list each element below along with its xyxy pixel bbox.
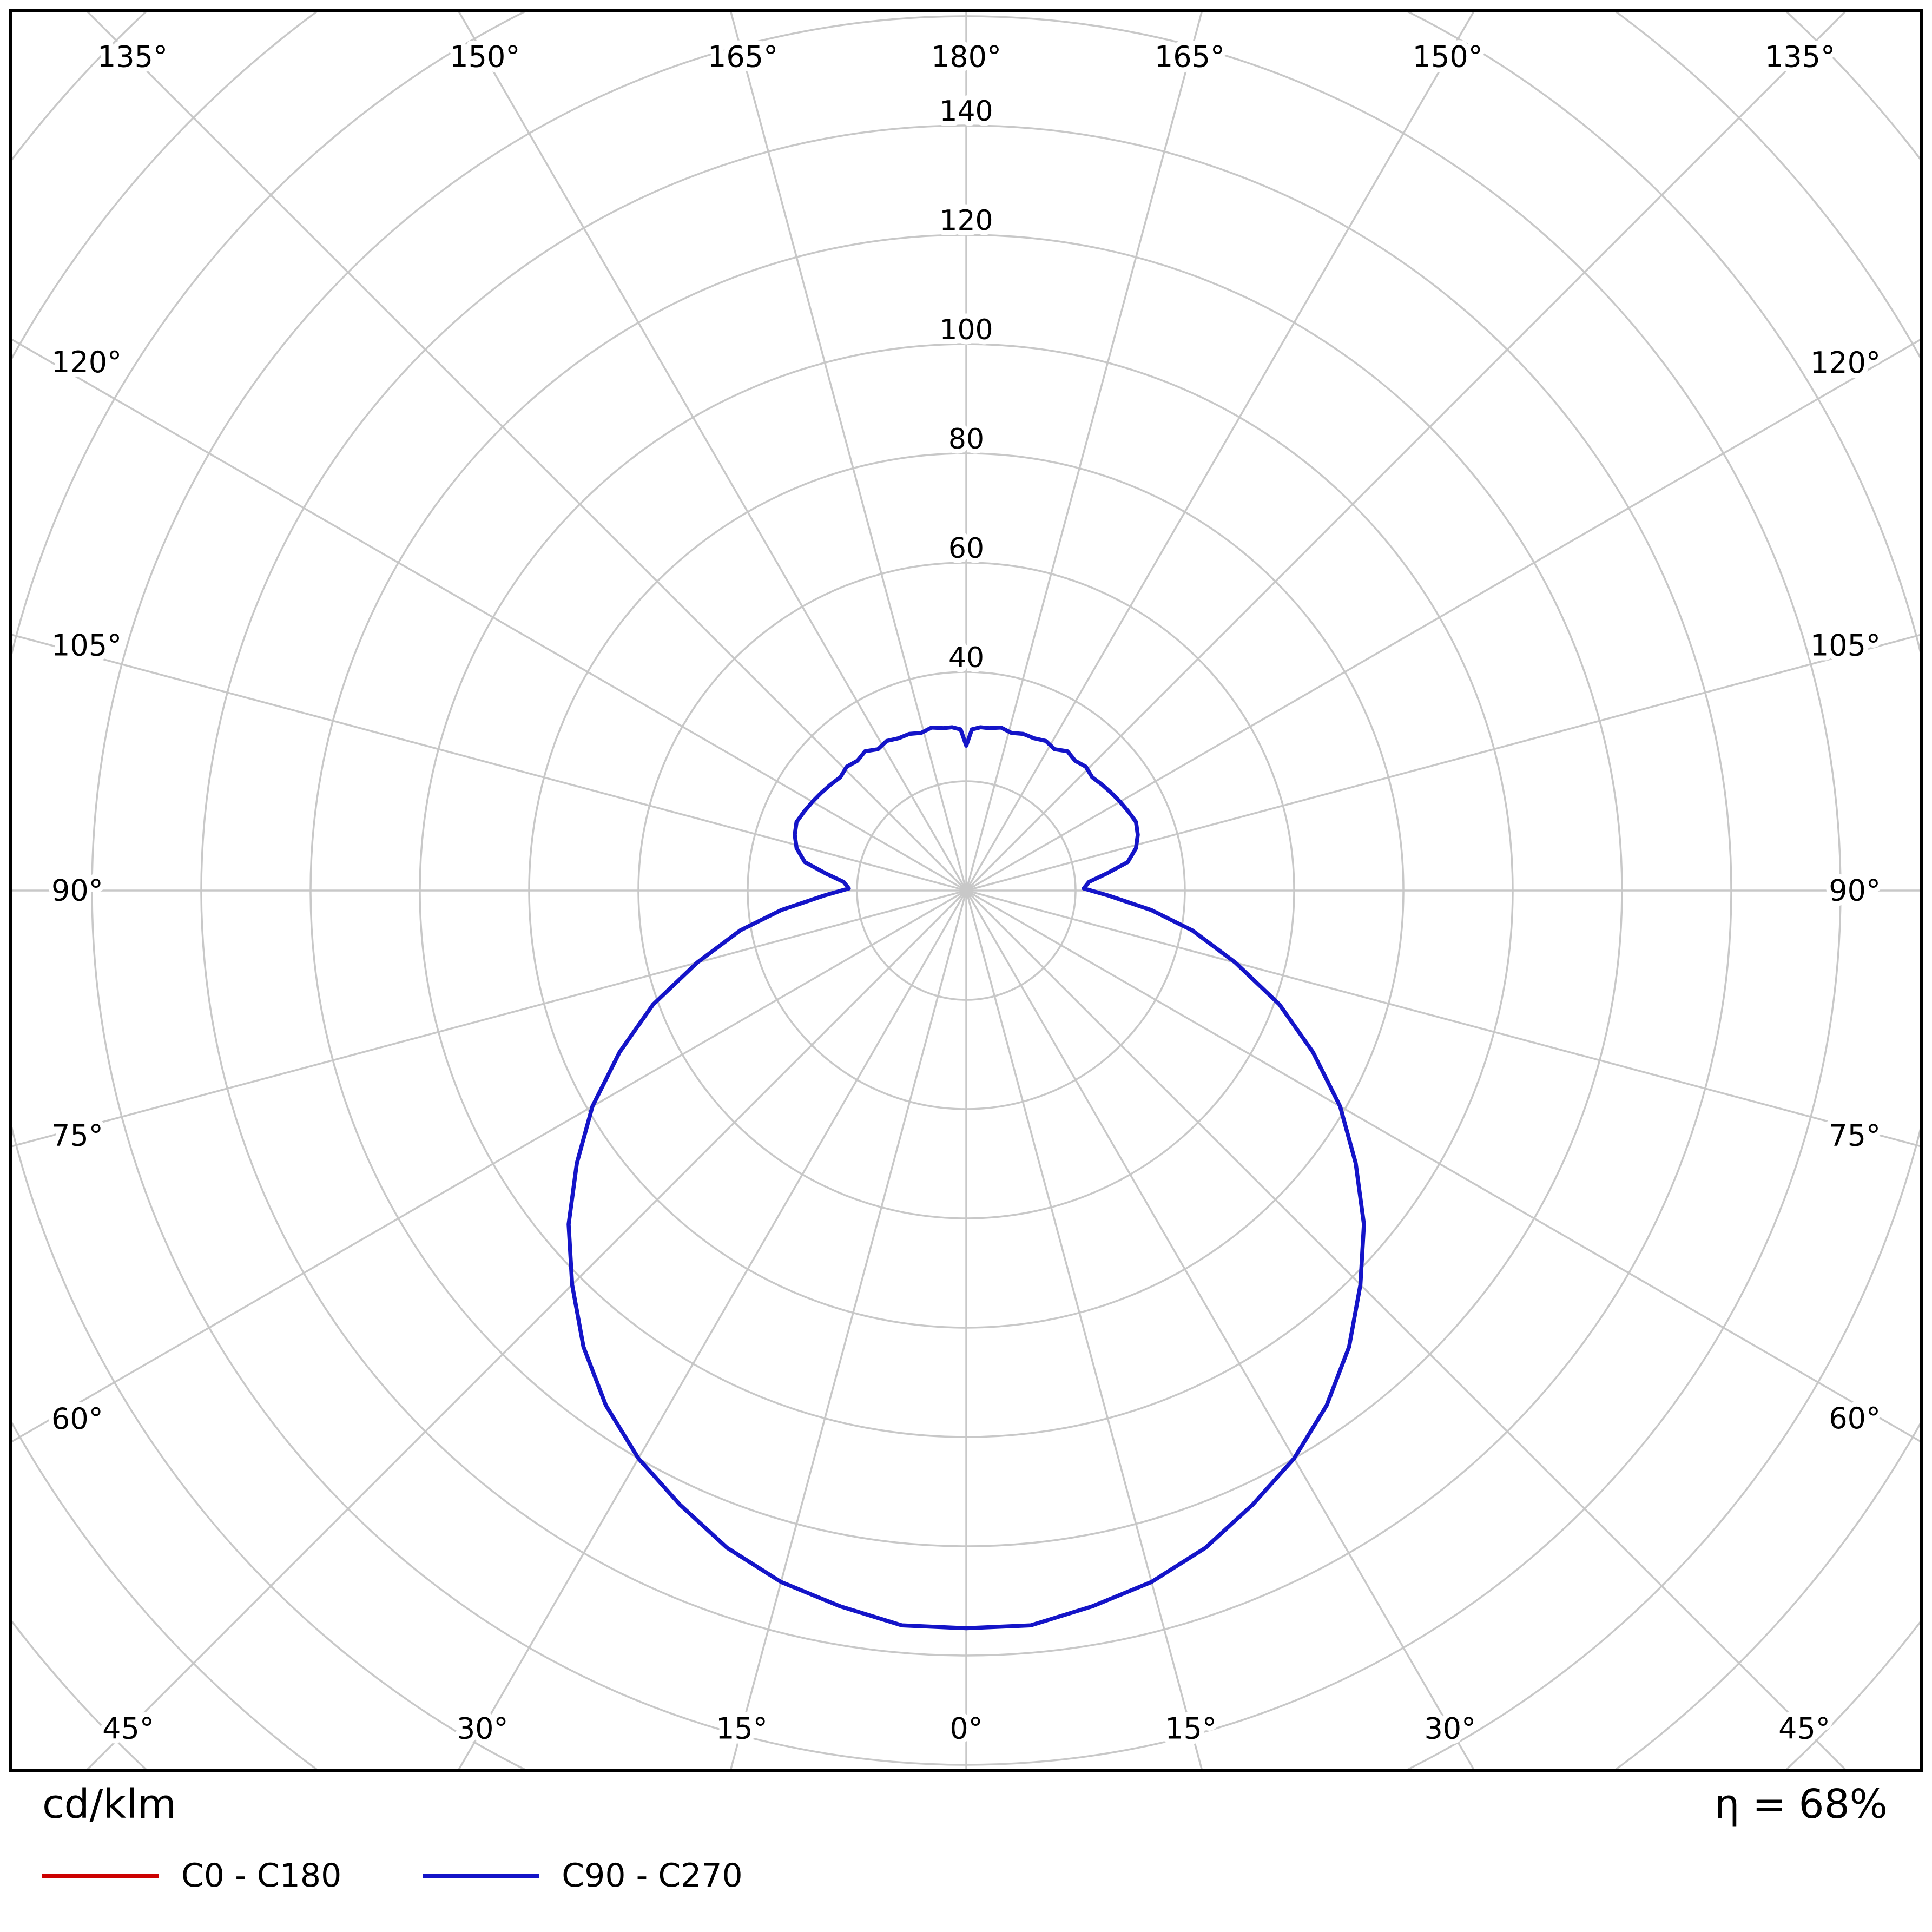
- series-curve-c90-c270: [566, 725, 1366, 1631]
- angle-label: 105°: [51, 628, 122, 662]
- grid-ray: [965, 890, 1476, 1771]
- angle-label: 45°: [102, 1712, 154, 1746]
- grid-ray: [965, 889, 1848, 1771]
- legend-item-c0-c180: C0 - C180: [42, 1857, 341, 1895]
- grid-ray: [729, 890, 967, 1771]
- units-label: cd/klm: [42, 1781, 177, 1828]
- grid-ray: [457, 11, 967, 891]
- angle-label: 0°: [949, 1712, 983, 1746]
- angle-label: 135°: [97, 40, 168, 74]
- angle-label: 120°: [51, 345, 122, 379]
- legend-swatch-c0-c180: [42, 1874, 159, 1878]
- radial-tick-label: 100: [939, 314, 993, 346]
- angle-label: 150°: [1413, 40, 1483, 74]
- angle-label: 15°: [716, 1712, 768, 1746]
- angle-label: 150°: [450, 40, 520, 74]
- angle-label: 120°: [1810, 346, 1881, 380]
- angle-label: 75°: [1829, 1118, 1881, 1152]
- grid-ray: [965, 11, 1475, 891]
- chart-frame: [9, 9, 1923, 1772]
- angle-label: 30°: [1424, 1712, 1476, 1746]
- grid-ray: [11, 633, 967, 892]
- radial-tick-label: 60: [948, 532, 984, 565]
- angle-label: 165°: [708, 40, 778, 74]
- grid-ray: [11, 889, 967, 1148]
- angle-label: 45°: [1778, 1712, 1830, 1746]
- grid-ray: [11, 338, 967, 892]
- grid-ray: [457, 890, 967, 1771]
- grid-ray: [966, 338, 1921, 892]
- angle-label: 180°: [931, 40, 1001, 74]
- grid-ray: [965, 11, 1848, 892]
- legend-item-c90-c270: C90 - C270: [423, 1857, 743, 1895]
- legend-swatch-c90-c270: [423, 1874, 539, 1878]
- angle-label: 60°: [51, 1402, 103, 1436]
- efficiency-label: η = 68%: [1714, 1781, 1888, 1828]
- angle-label: 165°: [1155, 40, 1225, 74]
- angle-label: 30°: [457, 1712, 509, 1746]
- radial-tick-label: 40: [948, 642, 984, 674]
- angle-label: 135°: [1765, 40, 1835, 74]
- angle-label: 90°: [1829, 874, 1881, 908]
- radial-tick-label: 80: [948, 423, 984, 456]
- angle-label: 15°: [1165, 1712, 1217, 1746]
- radial-tick-label: 140: [939, 95, 993, 128]
- angle-label: 105°: [1810, 629, 1881, 663]
- grid-ray: [11, 889, 967, 1443]
- angle-label: 60°: [1829, 1401, 1881, 1435]
- grid-ray: [729, 11, 967, 891]
- radial-tick-label: 120: [939, 205, 993, 237]
- legend-label-c90-c270: C90 - C270: [562, 1857, 743, 1895]
- legend: C0 - C180 C90 - C270: [42, 1857, 824, 1895]
- grid-ray: [966, 889, 1921, 1443]
- legend-label-c0-c180: C0 - C180: [181, 1857, 342, 1895]
- angle-label: 75°: [51, 1119, 103, 1153]
- grid-ray: [84, 889, 967, 1771]
- grid-ray: [965, 11, 1203, 891]
- grid-ray: [966, 634, 1921, 892]
- angle-label: 90°: [51, 874, 103, 908]
- grid-ray: [85, 11, 967, 892]
- grid-ray: [965, 890, 1203, 1771]
- grid-ray: [966, 889, 1921, 1148]
